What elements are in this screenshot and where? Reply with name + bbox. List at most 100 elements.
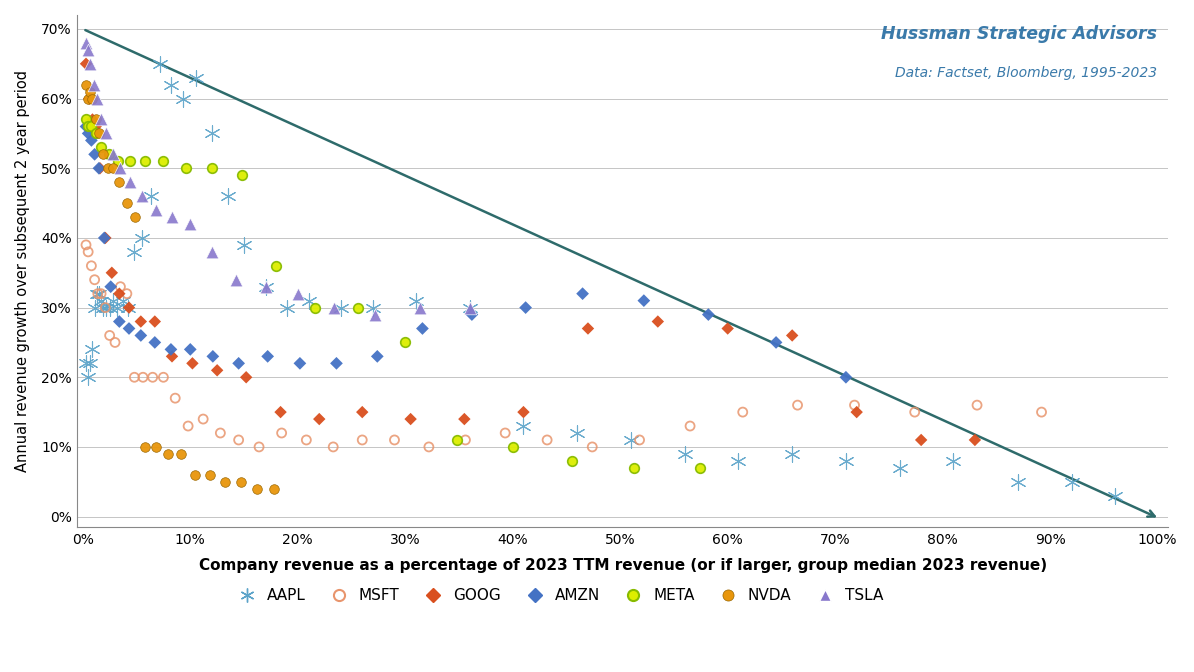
Point [1063,476,1082,487]
Point [79,121,98,132]
Point [890,462,909,473]
Point [117,198,136,208]
Point [79,247,98,257]
Point [1009,476,1028,487]
Point [154,372,173,382]
Point [177,163,196,173]
Point [256,282,275,292]
Point [136,156,155,167]
Point [90,288,109,299]
Point [131,316,150,327]
Point [125,212,144,222]
Point [162,212,181,222]
X-axis label: Company revenue as a percentage of 2023 TTM revenue (or if larger, group median : Company revenue as a percentage of 2023 … [199,558,1047,573]
Point [306,302,325,313]
Point [118,302,137,313]
Point [82,261,101,271]
Point [162,351,181,362]
Point [256,282,275,292]
Point [166,393,185,404]
Point [234,239,253,250]
Point [943,456,962,466]
Point [104,163,123,173]
Point [462,309,481,320]
Y-axis label: Annual revenue growth over subsequent 2 year period: Annual revenue growth over subsequent 2 … [16,70,30,472]
Point [363,302,382,313]
Point [202,163,221,173]
Point [229,358,248,369]
Point [82,114,101,125]
Point [578,323,597,334]
Point [309,414,328,425]
Point [413,323,432,334]
Point [79,372,98,382]
Legend: AAPL, MSFT, GOOG, AMZN, META, NVDA, TSLA: AAPL, MSFT, GOOG, AMZN, META, NVDA, TSLA [226,582,890,609]
Point [1106,491,1125,501]
Point [496,427,515,438]
Point [227,274,246,285]
Point [104,149,123,160]
Point [110,316,129,327]
Point [82,344,101,355]
Point [782,448,801,459]
Point [100,302,119,313]
Point [233,170,252,181]
Point [967,400,986,411]
Point [219,191,238,202]
Point [158,448,177,459]
Point [79,93,98,104]
Point [93,149,112,160]
Point [258,351,277,362]
Point [836,372,855,382]
Point [965,435,984,446]
Point [146,337,165,348]
Point [406,295,425,306]
Point [76,358,96,369]
Text: Hussman Strategic Advisors: Hussman Strategic Advisors [881,26,1157,43]
Point [91,163,110,173]
Point [782,330,801,341]
Point [788,400,807,411]
Point [104,295,123,306]
Point [297,435,316,446]
Point [911,435,930,446]
Point [87,93,106,104]
Point [352,407,371,417]
Point [85,274,104,285]
Point [460,302,479,313]
Point [583,442,602,452]
Point [154,156,173,167]
Point [81,86,100,97]
Point [271,407,290,417]
Point [229,435,248,446]
Point [76,114,96,125]
Point [247,483,266,494]
Point [185,470,204,480]
Point [119,302,139,313]
Point [121,156,140,167]
Point [171,448,190,459]
Point [718,323,737,334]
Point [92,295,111,306]
Point [250,442,269,452]
Point [87,288,106,299]
Point [384,435,404,446]
Point [81,58,100,69]
Point [516,302,535,313]
Point [92,114,111,125]
Point [97,302,116,313]
Point [236,372,256,382]
Point [728,456,747,466]
Point [419,442,438,452]
Point [76,121,96,132]
Point [79,44,98,55]
Point [76,38,96,48]
Point [277,302,296,313]
Point [845,400,864,411]
Point [109,156,128,167]
Point [96,302,115,313]
Point [86,128,105,139]
Point [147,205,166,216]
Point [84,79,103,90]
Point [767,337,786,348]
